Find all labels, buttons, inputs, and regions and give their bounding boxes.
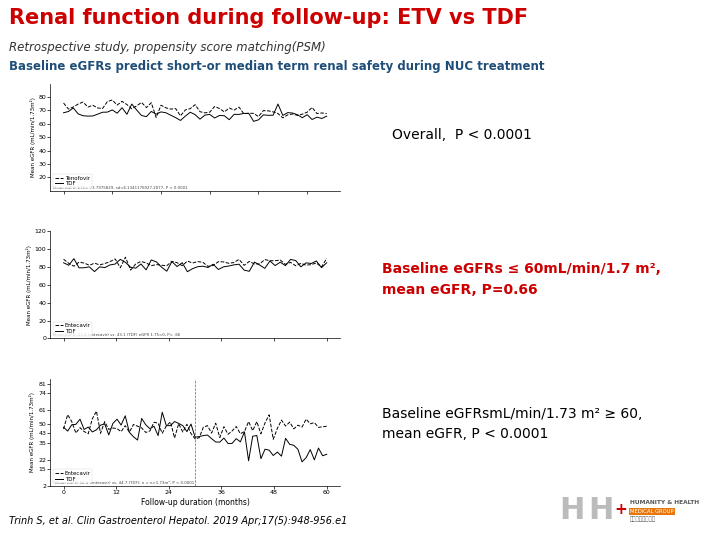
Line: Entecavir: Entecavir: [63, 257, 327, 270]
Entecavir: [194, 258, 202, 265]
Text: Baseline eGFRs predict short-or median term renal safety during NUC treatment: Baseline eGFRs predict short-or median t…: [9, 60, 545, 73]
TDF: [59, 424, 68, 430]
Line: TDF: TDF: [63, 104, 327, 122]
TDF: [323, 260, 331, 266]
Line: TDF: TDF: [63, 259, 327, 272]
Entecavir: [294, 422, 302, 428]
Entecavir: [209, 262, 217, 269]
Entecavir: [230, 259, 238, 266]
Entecavir: [121, 254, 130, 260]
Legend: Entecavir, TDF: Entecavir, TDF: [53, 469, 92, 483]
TDF: [209, 261, 217, 267]
TDF: [138, 415, 146, 422]
Tenofovir: [113, 102, 122, 109]
Text: Retrospective study, propensity score matching(PSM): Retrospective study, propensity score ma…: [9, 40, 326, 53]
Tenofovir: [279, 114, 287, 121]
Entecavir: [269, 436, 278, 442]
Text: Mean eGFR: 47.4 (entecavir) vs. 43.1 (TDF) eGFR 1.75=0, P= .66: Mean eGFR: 47.4 (entecavir) vs. 43.1 (TD…: [53, 333, 181, 338]
Text: H: H: [559, 496, 585, 525]
Y-axis label: Mean eGFR (mL/min/1.73m²): Mean eGFR (mL/min/1.73m²): [30, 393, 35, 472]
Entecavir: [163, 262, 171, 269]
Text: 天下仁心医疗集团: 天下仁心医疗集团: [630, 516, 656, 522]
TDF: [157, 264, 166, 271]
TDF: [108, 107, 117, 113]
TDF: [199, 433, 207, 439]
TDF: [274, 101, 282, 107]
Tenofovir: [108, 97, 117, 103]
Tenofovir: [323, 110, 331, 117]
TDF: [174, 420, 183, 427]
Entecavir: [92, 408, 101, 414]
Legend: Tenofovir, TDF: Tenofovir, TDF: [53, 174, 91, 188]
TDF: [183, 268, 192, 275]
Entecavir: [323, 423, 331, 429]
Y-axis label: Mean eGFR (mL/min/1.73m²): Mean eGFR (mL/min/1.73m²): [26, 245, 32, 325]
Line: Tenofovir: Tenofovir: [63, 100, 327, 118]
TDF: [230, 262, 238, 268]
TDF: [249, 118, 258, 125]
TDF: [85, 264, 94, 270]
Text: +: +: [614, 502, 627, 517]
Entecavir: [80, 260, 89, 266]
TDF: [194, 264, 202, 270]
TDF: [323, 451, 331, 457]
Text: H: H: [588, 496, 614, 525]
Entecavir: [323, 255, 331, 261]
TDF: [240, 267, 248, 273]
Text: *Mean eGFR: 56.4 (entecavir) vs. 44.7 (TDF); n = n=1.73m²; P < 0.0001: *Mean eGFR: 56.4 (entecavir) vs. 44.7 (T…: [53, 481, 194, 485]
Tenofovir: [89, 102, 97, 109]
TDF: [289, 442, 298, 449]
X-axis label: Follow-up duration (months): Follow-up duration (months): [140, 498, 250, 507]
Entecavir: [126, 267, 135, 273]
Y-axis label: Mean eGFR (mL/min/1.73m²): Mean eGFR (mL/min/1.73m²): [30, 97, 35, 177]
TDF: [318, 115, 326, 122]
Entecavir: [240, 262, 248, 268]
Entecavir: [174, 421, 183, 427]
Text: MEDICAL GROUP: MEDICAL GROUP: [630, 509, 674, 514]
TDF: [59, 260, 68, 266]
Entecavir: [59, 256, 68, 262]
Line: Entecavir: Entecavir: [63, 411, 327, 439]
TDF: [157, 109, 166, 115]
Entecavir: [59, 426, 68, 432]
Line: TDF: TDF: [63, 412, 327, 462]
Text: HUMANITY & HEALTH: HUMANITY & HEALTH: [630, 500, 699, 504]
Entecavir: [314, 424, 323, 430]
TDF: [121, 413, 130, 419]
Entecavir: [141, 429, 150, 436]
Tenofovir: [303, 109, 312, 116]
TDF: [70, 255, 78, 262]
TDF: [59, 110, 68, 116]
TDF: [303, 111, 312, 118]
Entecavir: [125, 429, 134, 435]
Text: Renal function during follow-up: ETV vs TDF: Renal function during follow-up: ETV vs …: [9, 8, 528, 28]
Tenofovir: [127, 106, 136, 112]
Text: Baseline eGFRsmL/min/1.73 m² ≥ 60,
mean eGFR, P < 0.0001: Baseline eGFRsmL/min/1.73 m² ≥ 60, mean …: [382, 407, 642, 441]
TDF: [323, 113, 331, 119]
TDF: [297, 458, 306, 465]
Entecavir: [199, 424, 207, 430]
Tenofovir: [161, 105, 170, 111]
Legend: Entecavir, TDF: Entecavir, TDF: [53, 322, 92, 335]
Text: Trinh S, et al. Clin Gastroenterol Hepatol. 2019 Apr;17(5):948-956.e1: Trinh S, et al. Clin Gastroenterol Hepat…: [9, 516, 348, 526]
Text: Mean eGFR: ETV= 73.7975829, sd=6.1341176927.2077, P < 0.0001: Mean eGFR: ETV= 73.7975829, sd=6.1341176…: [53, 186, 188, 190]
Text: Overall,  P < 0.0001: Overall, P < 0.0001: [392, 128, 532, 142]
TDF: [314, 445, 323, 451]
Text: Baseline eGFRs ≤ 60mL/min/1.7 m²,
mean eGFR, P=0.66: Baseline eGFRs ≤ 60mL/min/1.7 m², mean e…: [382, 262, 661, 297]
TDF: [89, 113, 97, 119]
Tenofovir: [318, 110, 326, 116]
TDF: [158, 409, 166, 415]
Tenofovir: [59, 100, 68, 106]
TDF: [122, 111, 131, 118]
